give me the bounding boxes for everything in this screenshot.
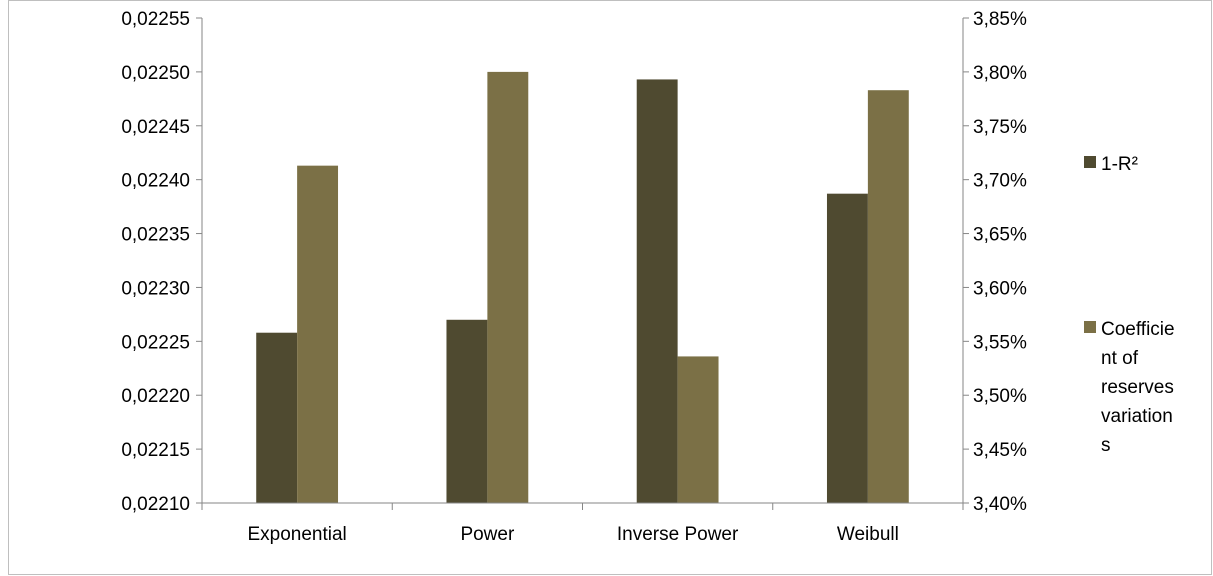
legend-label-coefficient-line: variation — [1101, 406, 1173, 427]
bars — [256, 71, 909, 503]
right-tick-label: 3,70% — [973, 171, 1027, 192]
right-axis: 3,40% 3,45% 3,50% 3,55% 3,60% 3,65% 3,70% 3,75%… — [963, 9, 1027, 515]
left-tick-label: 0,02245 — [121, 117, 190, 138]
left-tick-label: 0,02255 — [121, 9, 190, 30]
legend-swatch-coefficient — [1084, 321, 1096, 333]
left-tick-label: 0,02215 — [121, 440, 190, 461]
legend-label-coefficient-line: nt of — [1101, 348, 1139, 369]
right-tick-label: 3,45% — [973, 440, 1027, 461]
legend-label-coefficient-line: s — [1101, 435, 1111, 456]
left-axis: 0,02210 0,02215 0,02220 0,02225 0,02230 0,022… — [121, 9, 202, 515]
left-tick-label: 0,02235 — [121, 225, 190, 246]
legend-label-coefficient-line: reserves — [1101, 377, 1174, 398]
bar-r2-power — [446, 319, 488, 503]
legend: 1-R² Coefficie nt of reserves variation s — [1084, 154, 1175, 456]
chart-border — [8, 0, 1212, 575]
right-tick-label: 3,60% — [973, 278, 1027, 299]
right-tick-label: 3,40% — [973, 494, 1027, 515]
bar-coefficient-weibull — [867, 90, 909, 503]
category-label: Power — [460, 524, 515, 545]
left-tick-label: 0,02230 — [121, 278, 190, 299]
x-axis-labels: Exponential Power Inverse Power Weibull — [247, 524, 898, 545]
right-tick-label: 3,65% — [973, 225, 1027, 246]
bar-coefficient-inverse-power — [677, 356, 719, 503]
right-tick-label: 3,55% — [973, 332, 1027, 353]
bar-r2-weibull — [826, 193, 868, 503]
right-tick-label: 3,75% — [973, 117, 1027, 138]
left-tick-label: 0,02210 — [121, 494, 190, 515]
left-tick-label: 0,02225 — [121, 332, 190, 353]
right-tick-label: 3,85% — [973, 9, 1027, 30]
left-tick-label: 0,02220 — [121, 386, 190, 407]
category-label: Inverse Power — [617, 524, 739, 545]
legend-label-r2: 1-R² — [1101, 154, 1138, 175]
right-tick-label: 3,80% — [973, 63, 1027, 84]
left-tick-label: 0,02250 — [121, 63, 190, 84]
legend-label-coefficient-line: Coefficie — [1101, 319, 1175, 340]
bar-r2-exponential — [256, 332, 298, 503]
bar-coefficient-power — [487, 71, 529, 503]
right-tick-label: 3,50% — [973, 386, 1027, 407]
legend-swatch-r2 — [1084, 156, 1096, 168]
category-label: Weibull — [837, 524, 899, 545]
left-tick-label: 0,02240 — [121, 171, 190, 192]
axis-lines — [201, 18, 964, 510]
bar-coefficient-exponential — [297, 165, 339, 503]
bar-r2-inverse-power — [636, 79, 678, 503]
category-label: Exponential — [247, 524, 346, 545]
